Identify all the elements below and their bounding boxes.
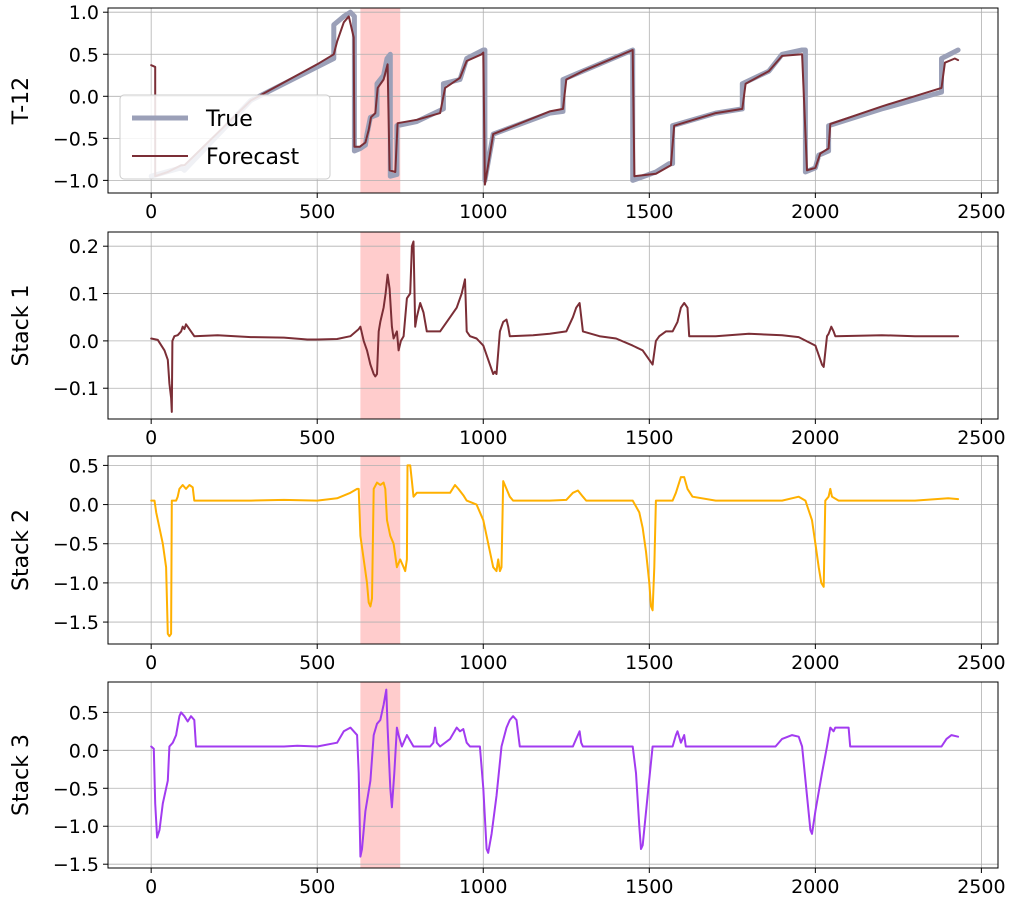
x-tick-label: 0 — [145, 652, 157, 674]
y-tick-label: 0.1 — [69, 284, 99, 306]
y-axis-label: Stack 3 — [9, 734, 34, 816]
x-tick-label: 2000 — [791, 427, 839, 449]
y-tick-label: 0.5 — [69, 702, 99, 724]
y-tick-label: 0.0 — [69, 331, 99, 353]
y-tick-label: −1.5 — [53, 854, 99, 876]
x-tick-label: 2500 — [957, 652, 1005, 674]
y-tick-label: 0.2 — [69, 236, 99, 258]
panel-4: 0 500 1000 1500 2000 2500 0.5 0.0 −0.5 −1.0 −1.5 St… — [9, 681, 1006, 898]
y-tick-label: −1.0 — [53, 573, 99, 595]
x-tick-label: 2500 — [957, 427, 1005, 449]
axes-frame — [107, 7, 999, 194]
panel-3: 0 500 1000 1500 2000 2500 0.5 0.0 −0.5 −1.0 −1.5 St… — [9, 455, 1006, 674]
x-tick-label: 1000 — [459, 427, 507, 449]
x-tick-label: 1500 — [625, 427, 673, 449]
y-tick-label: −0.5 — [53, 128, 99, 150]
series-line-forecast — [150, 15, 960, 186]
y-tick-label: 0.0 — [69, 86, 99, 108]
x-tick-label: 0 — [145, 876, 157, 898]
legend-label: True — [205, 107, 253, 132]
axes-frame — [107, 681, 999, 869]
x-tick-label: 500 — [299, 427, 335, 449]
legend: True Forecast — [119, 94, 331, 180]
y-axis-label: Stack 1 — [9, 285, 34, 367]
x-tick-label: 1000 — [459, 652, 507, 674]
axes-frame — [107, 231, 999, 420]
panel-2: 0 500 1000 1500 2000 2500 0.2 0.1 0.0 −0.1 Stack 1 — [9, 231, 1006, 449]
x-tick-label: 0 — [145, 427, 157, 449]
x-tick-label: 2500 — [957, 876, 1005, 898]
x-tick-label: 1500 — [625, 876, 673, 898]
y-axis-label: Stack 2 — [9, 509, 34, 591]
x-tick-label: 500 — [299, 876, 335, 898]
x-tick-label: 0 — [145, 201, 157, 223]
series-line-stack-3 — [150, 688, 960, 858]
series-line-stack-1 — [150, 240, 960, 413]
axes-frame — [107, 455, 999, 645]
y-tick-label: 0.5 — [69, 44, 99, 66]
y-tick-label: −1.0 — [53, 816, 99, 838]
y-tick-label: −0.5 — [53, 534, 99, 556]
x-tick-label: 500 — [299, 201, 335, 223]
x-tick-label: 2000 — [791, 652, 839, 674]
x-tick-label: 1000 — [459, 876, 507, 898]
x-tick-label: 2000 — [791, 876, 839, 898]
highlight-band — [360, 8, 401, 193]
x-tick-label: 1500 — [625, 201, 673, 223]
x-tick-label: 500 — [299, 652, 335, 674]
x-tick-label: 2000 — [791, 201, 839, 223]
y-tick-label: −0.5 — [53, 778, 99, 800]
y-tick-label: −0.1 — [53, 378, 99, 400]
x-tick-label: 2500 — [957, 201, 1005, 223]
x-tick-label: 1000 — [459, 201, 507, 223]
panel-1: 0 500 1000 1500 2000 2500 1.0 0.5 0.0 −0.5 −1.0 T-1… — [9, 2, 1006, 223]
y-tick-label: 0.0 — [69, 740, 99, 762]
series-line-stack-2 — [150, 464, 960, 638]
y-tick-label: 0.0 — [69, 495, 99, 517]
y-tick-label: −1.0 — [53, 170, 99, 192]
y-axis-label: T-12 — [9, 77, 34, 125]
legend-label: Forecast — [206, 145, 299, 170]
x-tick-label: 1500 — [625, 652, 673, 674]
y-tick-label: −1.5 — [53, 612, 99, 634]
y-tick-label: 1.0 — [69, 2, 99, 24]
y-tick-label: 0.5 — [69, 455, 99, 477]
